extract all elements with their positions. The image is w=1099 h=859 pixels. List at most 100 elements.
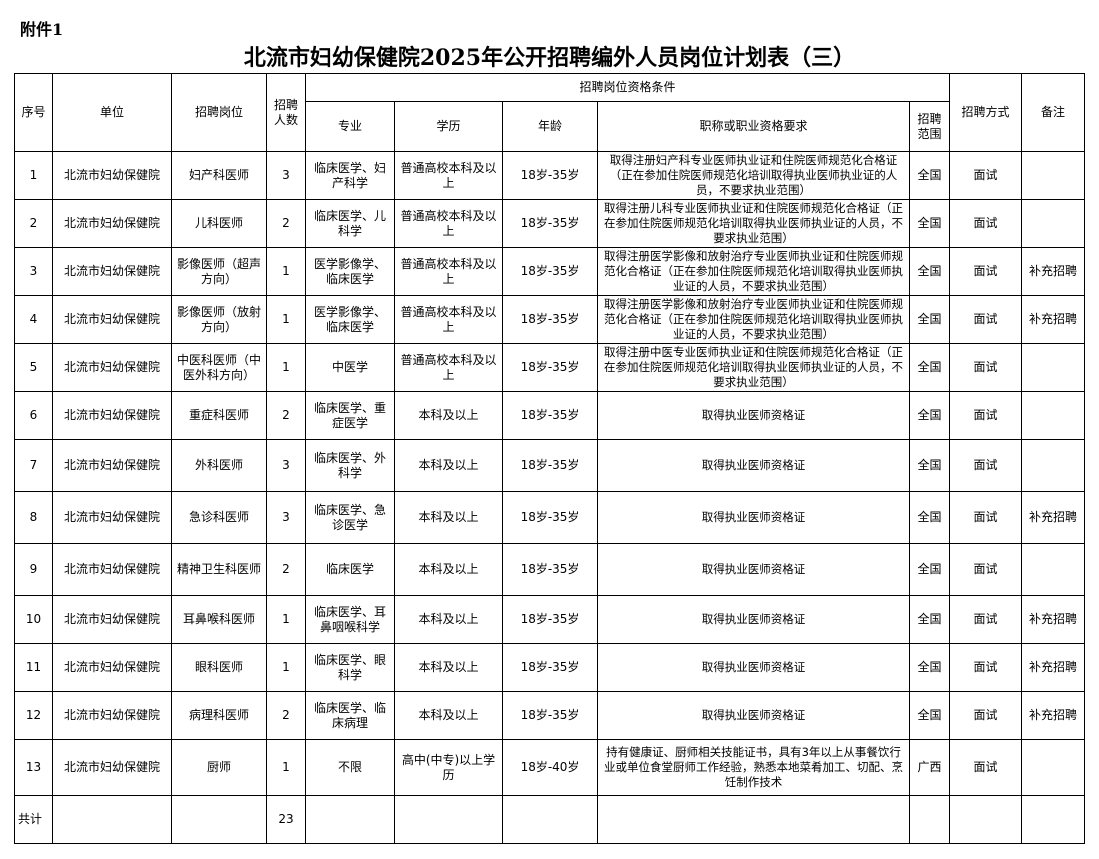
cell-unit: 北流市妇幼保健院 <box>52 199 172 248</box>
cell-seq: 10 <box>14 595 53 644</box>
cell-method: 面试 <box>949 643 1023 692</box>
header-unit: 单位 <box>52 73 172 152</box>
cell-education: 普通高校本科及以上 <box>394 295 503 344</box>
cell-major: 临床医学、儿科学 <box>305 199 395 248</box>
cell-note <box>1021 391 1086 440</box>
cell-unit: 北流市妇幼保健院 <box>52 343 172 392</box>
cell-qualification: 取得注册医学影像和放射治疗专业医师执业证和住院医师规范化合格证（正在参加住院医师… <box>597 247 910 296</box>
cell-count: 3 <box>266 439 306 492</box>
cell-method: 面试 <box>949 691 1023 740</box>
cell-method: 面试 <box>949 199 1023 248</box>
cell-note <box>1021 739 1086 796</box>
empty-cell <box>171 795 267 844</box>
cell-unit: 北流市妇幼保健院 <box>52 491 172 544</box>
cell-education: 本科及以上 <box>394 691 503 740</box>
cell-scope: 全国 <box>908 295 951 344</box>
table-row: 2 北流市妇幼保健院 儿科医师 2 临床医学、儿科学 普通高校本科及以上 18岁-35岁 取得… <box>14 199 1086 248</box>
cell-age: 18岁-35岁 <box>502 295 598 344</box>
cell-scope: 全国 <box>908 247 951 296</box>
cell-unit: 北流市妇幼保健院 <box>52 151 172 200</box>
cell-scope: 广西 <box>908 739 951 796</box>
cell-scope: 全国 <box>908 643 951 692</box>
cell-position: 外科医师 <box>171 439 267 492</box>
cell-qualification: 取得执业医师资格证 <box>597 595 910 644</box>
cell-qualification: 取得执业医师资格证 <box>597 643 910 692</box>
cell-method: 面试 <box>949 439 1023 492</box>
cell-qualification: 持有健康证、厨师相关技能证书，具有3年以上从事餐饮行业或单位食堂厨师工作经验，熟… <box>597 739 910 796</box>
cell-position: 重症科医师 <box>171 391 267 440</box>
table-row: 7 北流市妇幼保健院 外科医师 3 临床医学、外科学 本科及以上 18岁-35岁 取得执业医师… <box>14 439 1086 492</box>
cell-count: 1 <box>266 643 306 692</box>
cell-count: 1 <box>266 739 306 796</box>
cell-age: 18岁-40岁 <box>502 739 598 796</box>
cell-seq: 5 <box>14 343 53 392</box>
header-education: 学历 <box>394 101 503 152</box>
cell-note <box>1021 439 1086 492</box>
cell-major: 不限 <box>305 739 395 796</box>
cell-count: 2 <box>266 391 306 440</box>
cell-education: 本科及以上 <box>394 543 503 596</box>
empty-cell <box>305 795 395 844</box>
cell-count: 1 <box>266 595 306 644</box>
cell-scope: 全国 <box>908 391 951 440</box>
cell-note: 补充招聘 <box>1021 247 1086 296</box>
page-title: 北流市妇幼保健院2025年公开招聘编外人员岗位计划表（三） <box>243 45 856 71</box>
cell-seq: 3 <box>14 247 53 296</box>
cell-major: 中医学 <box>305 343 395 392</box>
cell-major: 医学影像学、临床医学 <box>305 247 395 296</box>
cell-major: 医学影像学、临床医学 <box>305 295 395 344</box>
cell-education: 本科及以上 <box>394 391 503 440</box>
cell-age: 18岁-35岁 <box>502 343 598 392</box>
attachment-label: 附件1 <box>20 20 64 39</box>
cell-scope: 全国 <box>908 595 951 644</box>
recruitment-table: 序号 单位 招聘岗位 招聘人数 招聘岗位资格条件 招聘方式 备注 专业 学历 年… <box>14 73 1086 844</box>
cell-scope: 全国 <box>908 543 951 596</box>
cell-age: 18岁-35岁 <box>502 151 598 200</box>
cell-education: 普通高校本科及以上 <box>394 151 503 200</box>
cell-unit: 北流市妇幼保健院 <box>52 295 172 344</box>
cell-position: 厨师 <box>171 739 267 796</box>
cell-major: 临床医学、外科学 <box>305 439 395 492</box>
cell-position: 影像医师（超声方向） <box>171 247 267 296</box>
table-row: 11 北流市妇幼保健院 眼科医师 1 临床医学、眼科学 本科及以上 18岁-35岁 取得执业医… <box>14 643 1086 692</box>
cell-qualification: 取得执业医师资格证 <box>597 543 910 596</box>
cell-age: 18岁-35岁 <box>502 643 598 692</box>
cell-position: 儿科医师 <box>171 199 267 248</box>
header-count: 招聘人数 <box>266 73 306 152</box>
table-row: 13 北流市妇幼保健院 厨师 1 不限 高中(中专)以上学历 18岁-40岁 持有健康证、厨师… <box>14 739 1086 796</box>
table-row: 12 北流市妇幼保健院 病理科医师 2 临床医学、临床病理 本科及以上 18岁-35岁 取得执… <box>14 691 1086 740</box>
cell-qualification: 取得注册中医专业医师执业证和住院医师规范化合格证（正在参加住院医师规范化培训取得… <box>597 343 910 392</box>
cell-unit: 北流市妇幼保健院 <box>52 643 172 692</box>
cell-note <box>1021 199 1086 248</box>
cell-major: 临床医学、眼科学 <box>305 643 395 692</box>
header-scope: 招聘范围 <box>908 101 951 152</box>
cell-position: 耳鼻喉科医师 <box>171 595 267 644</box>
cell-seq: 2 <box>14 199 53 248</box>
cell-qualification: 取得注册医学影像和放射治疗专业医师执业证和住院医师规范化合格证（正在参加住院医师… <box>597 295 910 344</box>
header-position: 招聘岗位 <box>171 73 267 152</box>
empty-cell <box>52 795 172 844</box>
cell-unit: 北流市妇幼保健院 <box>52 439 172 492</box>
total-row: 共计 23 <box>14 795 1086 844</box>
cell-scope: 全国 <box>908 343 951 392</box>
cell-qualification: 取得执业医师资格证 <box>597 491 910 544</box>
cell-seq: 9 <box>14 543 53 596</box>
cell-unit: 北流市妇幼保健院 <box>52 739 172 796</box>
cell-qualification: 取得注册妇产科专业医师执业证和住院医师规范化合格证（正在参加住院医师规范化培训取… <box>597 151 910 200</box>
cell-position: 精神卫生科医师 <box>171 543 267 596</box>
cell-method: 面试 <box>949 295 1023 344</box>
table-row: 5 北流市妇幼保健院 中医科医师（中医外科方向） 1 中医学 普通高校本科及以上 18岁-3… <box>14 343 1086 392</box>
cell-count: 1 <box>266 247 306 296</box>
cell-count: 2 <box>266 199 306 248</box>
cell-method: 面试 <box>949 491 1023 544</box>
cell-position: 妇产科医师 <box>171 151 267 200</box>
cell-note <box>1021 543 1086 596</box>
cell-note: 补充招聘 <box>1021 643 1086 692</box>
cell-education: 本科及以上 <box>394 643 503 692</box>
cell-age: 18岁-35岁 <box>502 595 598 644</box>
table-row: 4 北流市妇幼保健院 影像医师（放射方向） 1 医学影像学、临床医学 普通高校本科及以上 1… <box>14 295 1086 344</box>
empty-cell <box>502 795 598 844</box>
cell-major: 临床医学、耳鼻咽喉科学 <box>305 595 395 644</box>
cell-count: 1 <box>266 295 306 344</box>
cell-seq: 4 <box>14 295 53 344</box>
